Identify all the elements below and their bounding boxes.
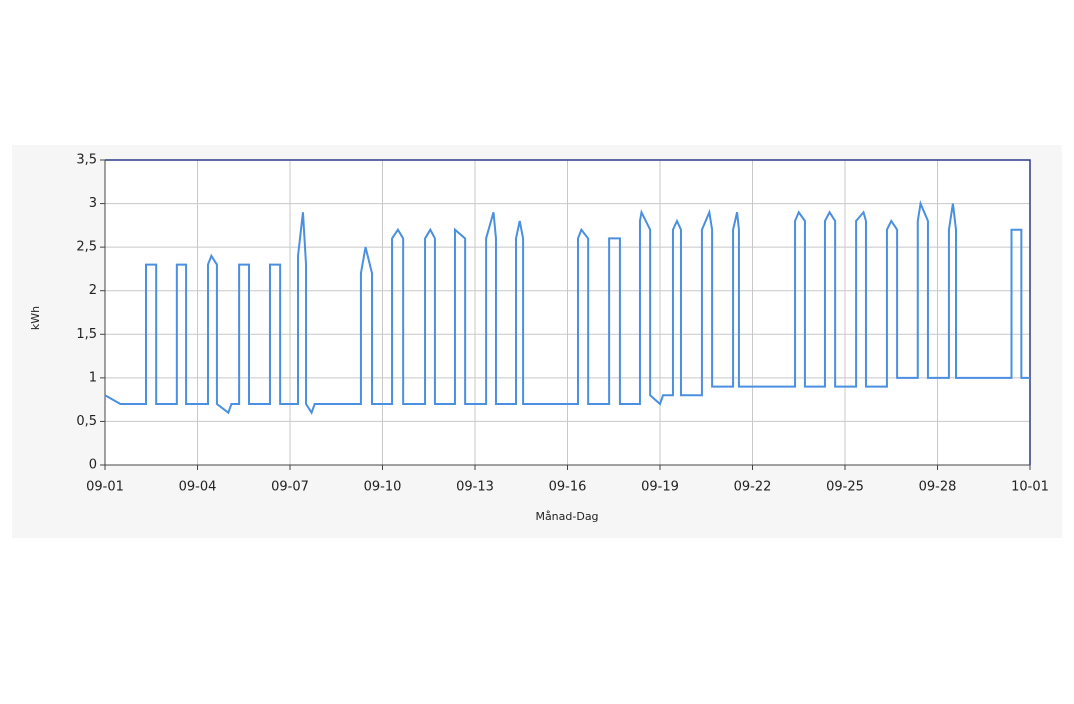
y-axis-label: kWh — [29, 306, 42, 330]
y-tick-label: 3 — [89, 196, 97, 211]
x-tick-label: 10-01 — [1011, 480, 1049, 495]
y-tick-label: 0 — [89, 458, 97, 473]
y-tick-label: 0,5 — [76, 414, 97, 429]
y-tick-label: 1,5 — [76, 327, 97, 342]
x-axis-label: Månad-Dag — [535, 510, 598, 523]
x-tick-label: 09-04 — [179, 480, 217, 495]
x-tick-label: 09-25 — [826, 480, 864, 495]
x-tick-label: 09-13 — [456, 480, 494, 495]
axes — [104, 160, 1030, 466]
x-tick-label: 09-01 — [86, 480, 124, 495]
y-tick-label: 3,5 — [76, 153, 97, 168]
x-tick-label: 09-07 — [271, 480, 309, 495]
x-tick-label: 09-10 — [364, 480, 402, 495]
y-tick-label: 2 — [89, 283, 97, 298]
y-tick-label: 1 — [89, 370, 97, 385]
x-tick-label: 09-19 — [641, 480, 679, 495]
x-tick-label: 09-22 — [734, 480, 772, 495]
x-tick-label: 09-28 — [919, 480, 957, 495]
y-tick-label: 2,5 — [76, 240, 97, 255]
data-line — [104, 199, 1030, 415]
x-tick-label: 09-16 — [549, 480, 587, 495]
plot-border — [105, 159, 1031, 465]
